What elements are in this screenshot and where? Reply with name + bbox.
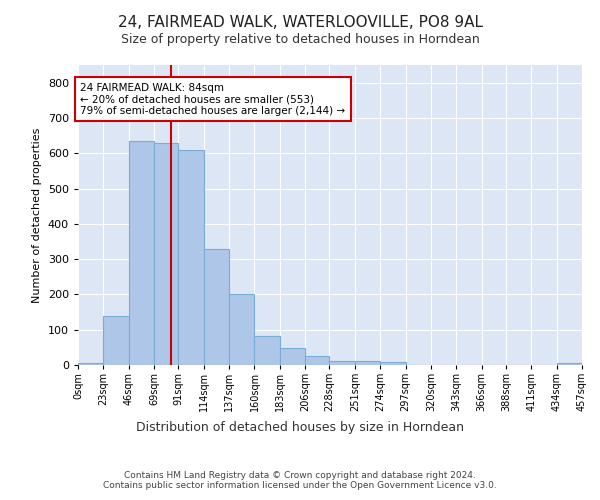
Text: Size of property relative to detached houses in Horndean: Size of property relative to detached ho…: [121, 32, 479, 46]
Bar: [129, 141, 154, 365]
Text: Contains HM Land Registry data © Crown copyright and database right 2024.
Contai: Contains HM Land Registry data © Crown c…: [103, 470, 497, 490]
Text: 24 FAIRMEAD WALK: 84sqm
← 20% of detached houses are smaller (553)
79% of semi-d: 24 FAIRMEAD WALK: 84sqm ← 20% of detache…: [80, 82, 346, 116]
Bar: [254, 336, 280, 365]
Bar: [204, 248, 229, 365]
Bar: [154, 144, 178, 365]
Bar: [103, 316, 129, 365]
Bar: [305, 356, 329, 365]
Bar: [280, 348, 305, 365]
Bar: [380, 362, 406, 365]
Text: Distribution of detached houses by size in Horndean: Distribution of detached houses by size …: [136, 421, 464, 434]
Y-axis label: Number of detached properties: Number of detached properties: [32, 128, 42, 302]
Bar: [229, 294, 254, 365]
Bar: [557, 362, 582, 365]
Bar: [178, 150, 204, 365]
Bar: [78, 363, 103, 365]
Text: 24, FAIRMEAD WALK, WATERLOOVILLE, PO8 9AL: 24, FAIRMEAD WALK, WATERLOOVILLE, PO8 9A…: [118, 15, 482, 30]
Bar: [329, 361, 355, 365]
Bar: [355, 361, 380, 365]
